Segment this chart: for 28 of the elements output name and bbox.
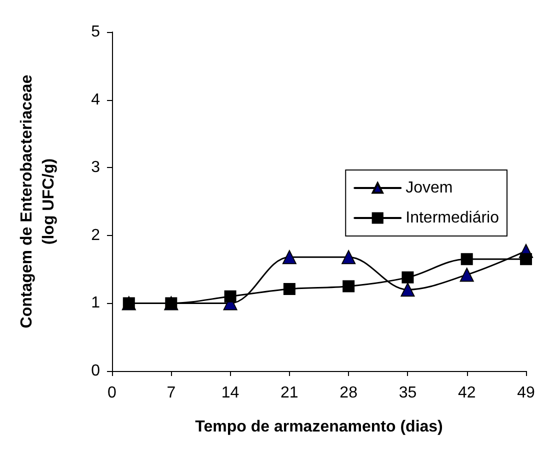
y-tick-label: 2 bbox=[91, 226, 100, 244]
x-tick-label: 49 bbox=[517, 384, 535, 402]
x-axis-title: Tempo de armazenamento (dias) bbox=[195, 418, 443, 436]
x-tick-label: 14 bbox=[221, 384, 240, 402]
x-tick-label: 21 bbox=[280, 384, 298, 402]
x-tick-label: 28 bbox=[340, 384, 358, 402]
point bbox=[400, 282, 415, 297]
y-tick-label: 4 bbox=[91, 91, 100, 108]
point bbox=[402, 271, 414, 284]
point bbox=[460, 253, 473, 266]
y-tick-label: 3 bbox=[91, 159, 100, 176]
legend-label: Jovem bbox=[406, 180, 453, 196]
point bbox=[460, 268, 474, 282]
point bbox=[224, 290, 236, 302]
y-axis-title: Contagem de Enterobacteriaceae (log UFC/g) bbox=[18, 74, 58, 328]
x-tick-label: 0 bbox=[108, 384, 117, 402]
x-tick-label: 7 bbox=[166, 384, 176, 402]
point bbox=[342, 280, 355, 292]
point bbox=[520, 253, 532, 266]
legend-label: Intermediário bbox=[406, 210, 500, 226]
y-tick-label: 5 bbox=[91, 24, 100, 40]
point bbox=[282, 250, 296, 264]
y-tick-label: 1 bbox=[91, 294, 100, 312]
x-tick-label: 35 bbox=[398, 384, 417, 402]
y-tick-label: 0 bbox=[91, 362, 100, 380]
point bbox=[342, 250, 356, 264]
point bbox=[283, 282, 296, 295]
x-tick-label: 42 bbox=[458, 384, 476, 402]
